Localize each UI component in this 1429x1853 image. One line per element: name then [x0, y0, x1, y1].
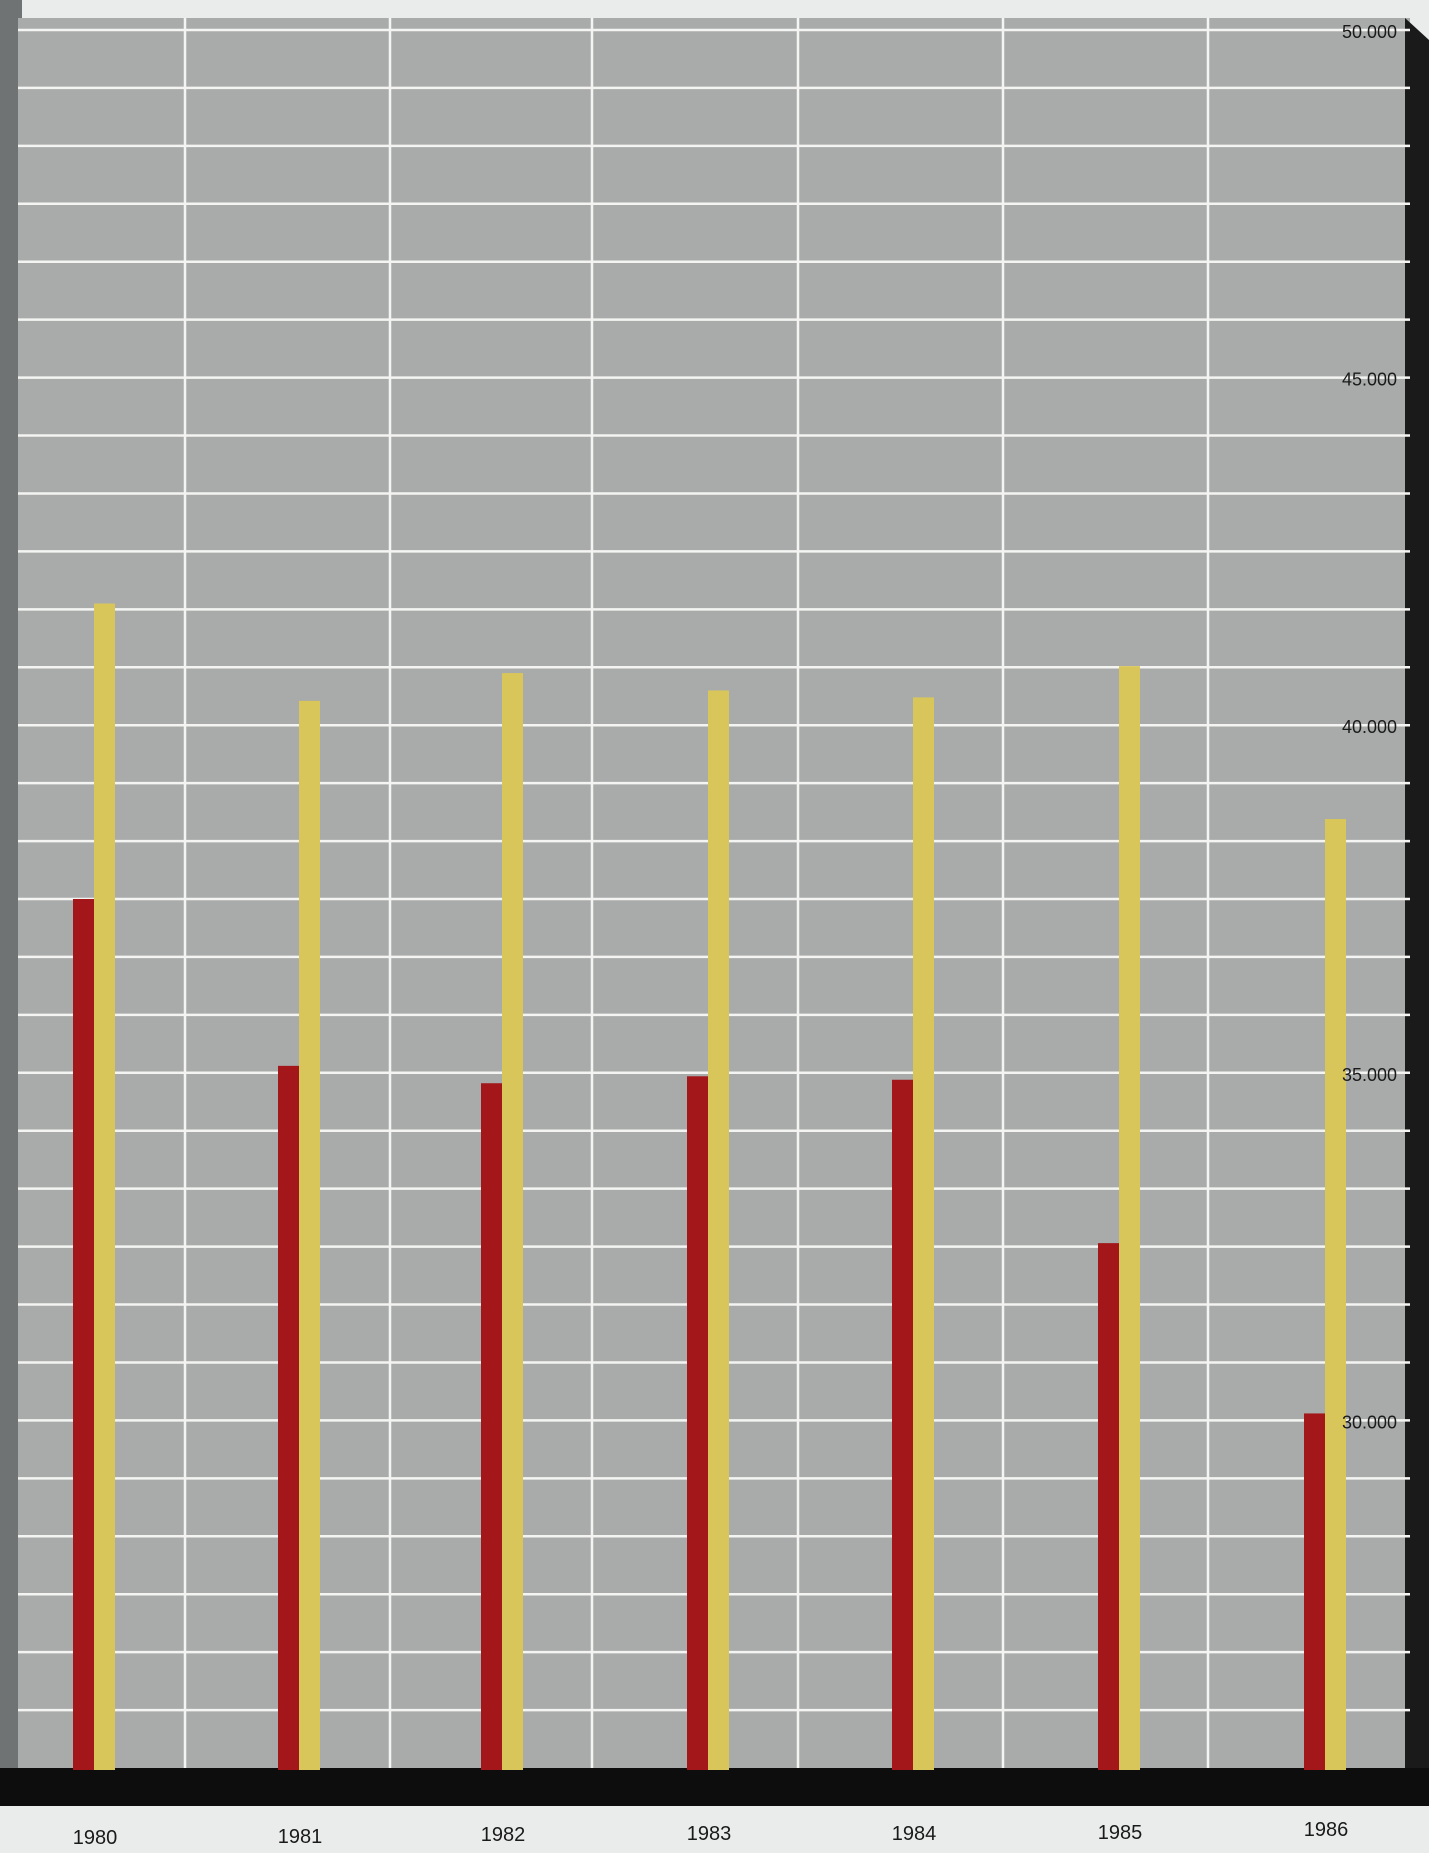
bar-series1-1984 — [892, 1079, 913, 1770]
bar-series2-1982 — [502, 673, 523, 1770]
left-page-edge — [0, 0, 22, 1780]
bar-series1-1981 — [278, 1065, 299, 1770]
y-tick-label: 40.000 — [1342, 717, 1397, 737]
bar-series2-1983 — [708, 690, 729, 1771]
y-axis-tick-labels: 50.000 45.000 40.000 35.000 30.000 — [1342, 22, 1397, 1432]
bar-series1-1985 — [1098, 1243, 1119, 1770]
x-category-label-1982: 1982 — [481, 1824, 526, 1846]
y-tick-label: 30.000 — [1342, 1412, 1397, 1432]
bar-series2-1985 — [1119, 666, 1140, 1771]
x-category-label-1984: 1984 — [892, 1823, 937, 1845]
bar-series1-1983 — [687, 1076, 708, 1770]
x-axis-category-labels: 1980 1981 1982 1983 1984 1985 1986 — [73, 1819, 1349, 1849]
bar-series1-1982 — [481, 1083, 502, 1770]
y-tick-label: 50.000 — [1342, 22, 1397, 42]
bar-series2-1986 — [1325, 819, 1346, 1770]
y-tick-label: 45.000 — [1342, 370, 1397, 390]
x-category-label-1985: 1985 — [1098, 1822, 1143, 1844]
y-tick-label: 35.000 — [1342, 1065, 1397, 1085]
x-category-label-1983: 1983 — [687, 1823, 732, 1845]
x-category-label-1980: 1980 — [73, 1827, 118, 1849]
x-category-label-1981: 1981 — [278, 1826, 323, 1848]
bars — [73, 603, 1346, 1771]
baseline-bar — [0, 1768, 1429, 1806]
right-page-edge — [1405, 18, 1429, 1790]
bar-series2-1981 — [299, 700, 320, 1771]
bar-series2-1984 — [913, 697, 934, 1770]
bar-series1-1980 — [73, 899, 94, 1770]
x-category-label-1986: 1986 — [1304, 1819, 1349, 1841]
bar-series2-1980 — [94, 603, 115, 1770]
bar-series1-1986 — [1304, 1413, 1325, 1770]
